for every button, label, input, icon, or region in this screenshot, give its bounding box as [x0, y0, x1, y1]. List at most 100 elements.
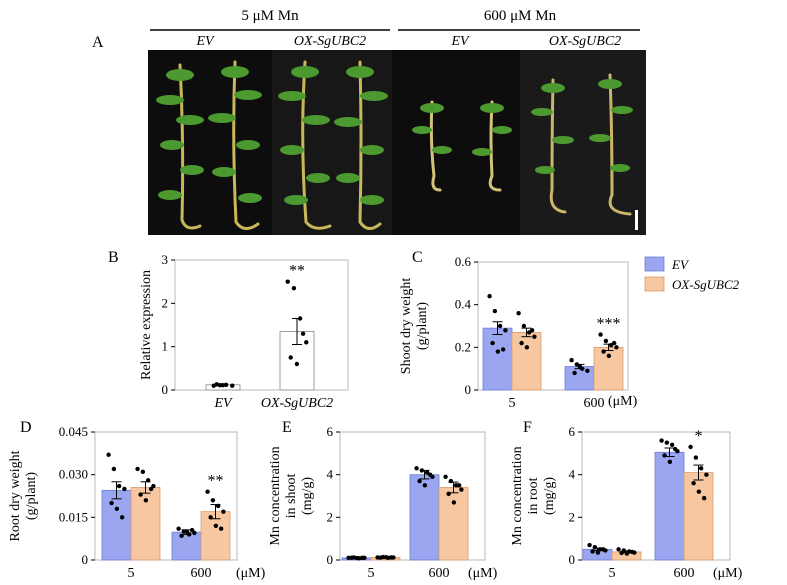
- y-tick-label: 0: [162, 382, 169, 397]
- y-tick-label: 2: [162, 295, 169, 310]
- data-point: [664, 440, 670, 445]
- data-point: [598, 332, 603, 337]
- data-point: [148, 486, 154, 492]
- x-tick-label: OX-SgUBC2: [261, 396, 333, 411]
- data-point: [220, 383, 226, 388]
- panel-letter: E: [282, 419, 292, 436]
- x-tick-label: 600: [674, 566, 695, 581]
- data-point: [577, 364, 583, 369]
- data-point: [592, 545, 598, 550]
- data-point: [585, 368, 590, 373]
- significance-mark: ***: [597, 316, 621, 333]
- group-label-5um: 5 μM Mn: [241, 8, 299, 24]
- data-point: [672, 446, 678, 452]
- data-point: [359, 555, 365, 561]
- data-point: [221, 509, 226, 514]
- bar-ev-600: [171, 531, 202, 561]
- y-tick-label: 0: [569, 552, 576, 567]
- y-tick-label: 6: [569, 424, 576, 439]
- data-point: [114, 506, 120, 511]
- data-point: [111, 466, 117, 472]
- x-tick-label: 5: [609, 566, 616, 581]
- data-point: [500, 347, 506, 352]
- sub-label-ox-600: OX-SgUBC2: [549, 34, 621, 49]
- bar-series-OX-SgUBC2: [279, 331, 315, 391]
- data-point: [669, 442, 675, 447]
- data-point: [419, 468, 425, 473]
- scale-bar: [635, 210, 638, 230]
- data-point: [422, 483, 428, 488]
- data-point: [497, 323, 503, 329]
- bar-ox-sgubc2-600: [683, 472, 714, 561]
- data-point: [601, 349, 606, 354]
- y-axis-label-line: in shoot: [284, 474, 299, 519]
- legend-label-ev: EV: [671, 257, 690, 272]
- data-point: [587, 542, 592, 548]
- data-point: [143, 498, 149, 503]
- y-axis-label: Shoot dry weight(g/plant): [399, 278, 430, 375]
- y-tick-label: 4: [569, 467, 576, 482]
- data-point: [659, 438, 664, 443]
- data-point: [459, 487, 464, 492]
- panel-b: B 0 1 2 3 Relative expression EV OX-SgUBC2 **: [108, 249, 349, 411]
- data-point: [519, 340, 524, 346]
- y-axis-label-line: (mg/g): [542, 477, 557, 515]
- bar-ev-600: [654, 451, 685, 561]
- data-point: [378, 555, 383, 560]
- data-point: [291, 285, 297, 291]
- y-axis-label: Root dry weight(g/plant): [8, 450, 39, 541]
- sub-label-ev-600: EV: [450, 34, 470, 49]
- panel-e: E 0 2 4 6 Mn concentrationin shoot(mg/g) 5 600 (…: [268, 419, 498, 581]
- data-point: [529, 328, 535, 333]
- data-point: [691, 481, 696, 486]
- y-axis-label-line: in root: [526, 477, 541, 514]
- data-point: [448, 478, 454, 484]
- bar-ox-sgubc2-600: [438, 487, 469, 561]
- plant-photo: [148, 50, 646, 235]
- data-point: [611, 340, 617, 346]
- data-point: [446, 491, 451, 497]
- data-point: [590, 549, 595, 554]
- y-axis-label: Relative expression: [139, 270, 154, 380]
- panel-letter: F: [523, 419, 532, 436]
- bar-ev-600: [409, 474, 440, 561]
- y-tick-label: 0: [465, 382, 472, 397]
- sub-label-ev-5: EV: [195, 34, 215, 49]
- y-axis-label-line: (mg/g): [300, 477, 315, 515]
- data-point: [230, 383, 235, 388]
- data-point: [600, 547, 606, 552]
- data-point: [213, 523, 219, 529]
- data-point: [116, 483, 122, 489]
- data-point: [693, 455, 699, 460]
- panel-c: C 0 0.2 0.4 0.6 Shoot dry weight(g/plant) 5 600…: [399, 249, 638, 411]
- data-point: [516, 311, 521, 316]
- y-tick-label: 2: [569, 509, 576, 524]
- data-point: [427, 472, 433, 477]
- data-point: [490, 340, 495, 346]
- unit-label: (μM): [236, 566, 266, 581]
- significance-mark: **: [289, 263, 305, 280]
- data-point: [569, 357, 574, 363]
- data-point: [606, 353, 612, 359]
- data-point: [667, 459, 673, 465]
- x-tick-label: 5: [509, 396, 516, 411]
- y-axis-label-line: (g/plant): [415, 302, 430, 351]
- data-point: [106, 452, 111, 457]
- y-axis-label-line: Root dry weight: [8, 450, 23, 541]
- x-tick-label: 5: [368, 566, 375, 581]
- data-point: [138, 492, 143, 497]
- y-axis-label-line: Relative expression: [139, 270, 154, 380]
- data-point: [595, 550, 601, 555]
- y-axis-label-line: Mn concentration: [510, 446, 525, 545]
- data-point: [354, 555, 360, 561]
- data-point: [417, 478, 422, 484]
- data-point: [122, 486, 127, 492]
- panel-a: A 5 μM Mn 600 μM Mn EV OX-SgUBC2 EV OX-S…: [92, 8, 646, 235]
- data-point: [109, 500, 114, 506]
- data-point: [184, 529, 190, 534]
- data-point: [215, 503, 221, 509]
- y-tick-label: 2: [327, 509, 334, 524]
- panel-d: D 0 0.015 0.030 0.045 Root dry weight(g/plant…: [8, 419, 266, 581]
- legend-label-ox: OX-SgUBC2: [672, 277, 740, 292]
